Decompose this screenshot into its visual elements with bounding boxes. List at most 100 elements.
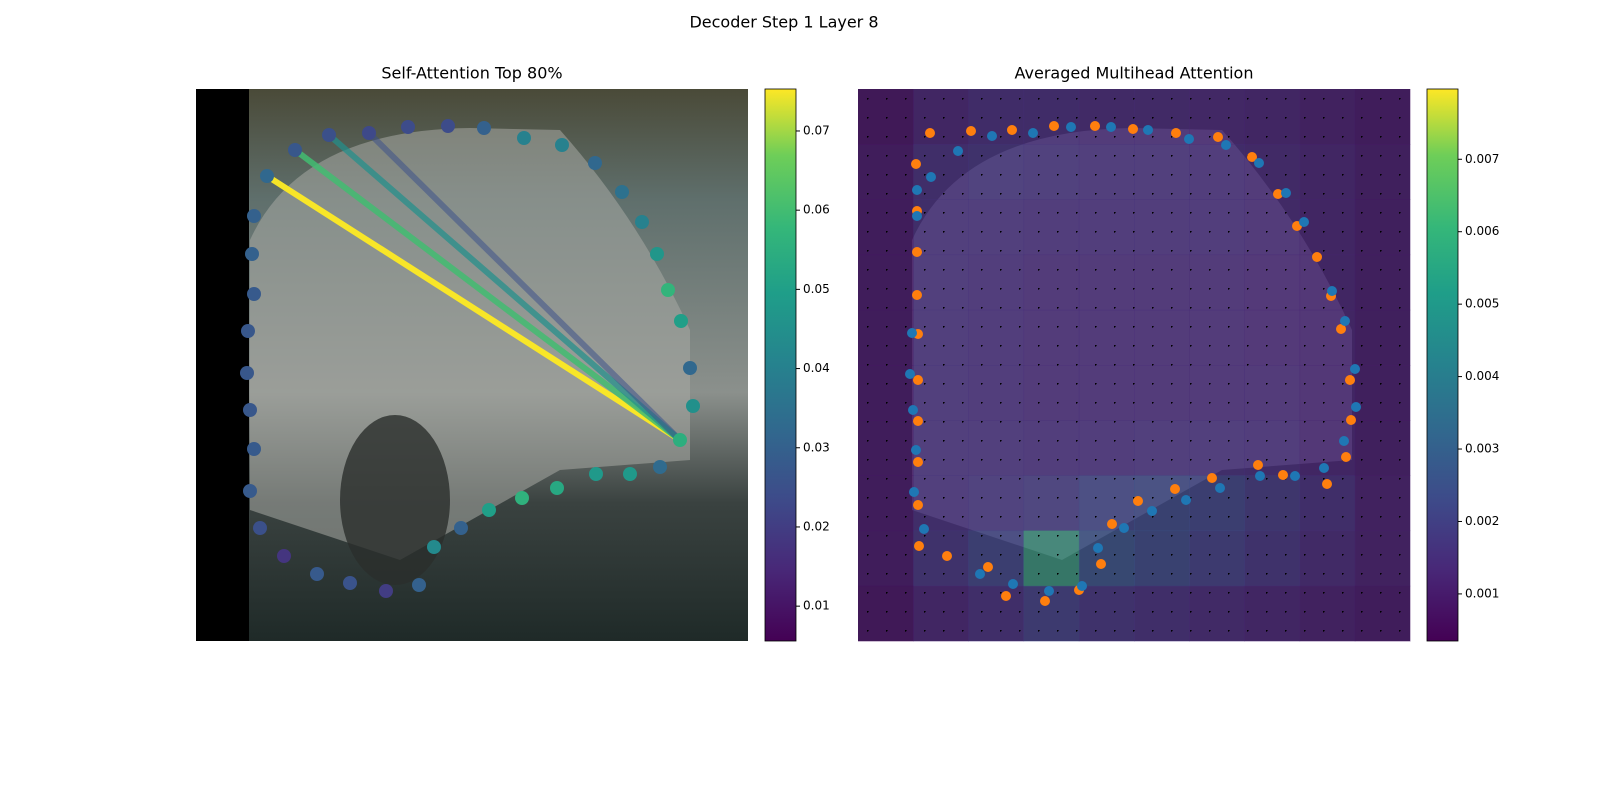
colorbar-tick-label: 0.07 bbox=[803, 123, 830, 137]
reference-point bbox=[966, 126, 976, 136]
reference-point bbox=[975, 569, 985, 579]
reference-point bbox=[1341, 452, 1351, 462]
reference-point bbox=[1171, 128, 1181, 138]
colorbar-tick-label: 0.01 bbox=[803, 599, 830, 613]
reference-point bbox=[1350, 364, 1360, 374]
query-point bbox=[322, 128, 336, 142]
query-point bbox=[412, 578, 426, 592]
reference-point bbox=[907, 328, 917, 338]
reference-point bbox=[1255, 471, 1265, 481]
query-point bbox=[441, 119, 455, 133]
reference-point bbox=[919, 524, 929, 534]
query-point bbox=[260, 169, 274, 183]
reference-point bbox=[1340, 316, 1350, 326]
colorbar-tick-label: 0.005 bbox=[1465, 297, 1499, 311]
panel-title: Self-Attention Top 80% bbox=[381, 64, 562, 83]
reference-point bbox=[1346, 415, 1356, 425]
query-point bbox=[379, 584, 393, 598]
reference-point bbox=[1339, 436, 1349, 446]
reference-point bbox=[1133, 496, 1143, 506]
reference-point bbox=[1322, 479, 1332, 489]
reference-point bbox=[1093, 543, 1103, 553]
reference-point bbox=[1312, 252, 1322, 262]
colorbar-tick-label: 0.03 bbox=[803, 440, 830, 454]
query-point bbox=[245, 247, 259, 261]
reference-point bbox=[913, 500, 923, 510]
reference-point bbox=[1106, 122, 1116, 132]
query-point bbox=[555, 138, 569, 152]
reference-point bbox=[1044, 586, 1054, 596]
query-point bbox=[482, 503, 496, 517]
query-point bbox=[515, 491, 529, 505]
reference-point bbox=[1207, 473, 1217, 483]
colorbar-tick-label: 0.05 bbox=[803, 282, 830, 296]
colorbar-tick-label: 0.06 bbox=[803, 203, 830, 217]
reference-point bbox=[911, 159, 921, 169]
query-point bbox=[247, 442, 261, 456]
reference-point bbox=[1028, 128, 1038, 138]
attention-link bbox=[293, 147, 682, 443]
query-point bbox=[661, 283, 675, 297]
reference-point bbox=[1273, 189, 1283, 199]
query-point bbox=[343, 576, 357, 590]
query-point bbox=[623, 467, 637, 481]
reference-point bbox=[1221, 140, 1231, 150]
reference-point bbox=[912, 185, 922, 195]
reference-point bbox=[1007, 125, 1017, 135]
reference-point bbox=[1253, 460, 1263, 470]
reference-point bbox=[1213, 132, 1223, 142]
reference-point bbox=[1040, 596, 1050, 606]
colorbar-tick-label: 0.003 bbox=[1465, 442, 1499, 456]
reference-point bbox=[913, 375, 923, 385]
reference-point bbox=[1049, 121, 1059, 131]
colorbar bbox=[1426, 88, 1459, 642]
attention-link bbox=[327, 132, 682, 443]
colorbar-tick-label: 0.02 bbox=[803, 519, 830, 533]
reference-point bbox=[912, 290, 922, 300]
query-point bbox=[517, 131, 531, 145]
reference-point bbox=[1107, 519, 1117, 529]
reference-point bbox=[1008, 579, 1018, 589]
reference-point bbox=[1090, 121, 1100, 131]
reference-point bbox=[905, 369, 915, 379]
query-point bbox=[650, 247, 664, 261]
reference-point bbox=[1281, 188, 1291, 198]
reference-point bbox=[987, 131, 997, 141]
attention-link bbox=[265, 173, 682, 443]
reference-point bbox=[912, 211, 922, 221]
query-point bbox=[635, 215, 649, 229]
reference-point bbox=[1170, 484, 1180, 494]
reference-point bbox=[1345, 375, 1355, 385]
query-point bbox=[477, 121, 491, 135]
query-point bbox=[615, 185, 629, 199]
reference-point bbox=[912, 247, 922, 257]
reference-point bbox=[1254, 158, 1264, 168]
query-point bbox=[674, 314, 688, 328]
query-point bbox=[241, 324, 255, 338]
reference-point bbox=[1278, 470, 1288, 480]
colorbar-tick-label: 0.006 bbox=[1465, 224, 1499, 238]
reference-point bbox=[953, 146, 963, 156]
colorbar-tick-label: 0.007 bbox=[1465, 152, 1499, 166]
reference-point bbox=[1096, 559, 1106, 569]
query-point bbox=[243, 403, 257, 417]
query-point bbox=[310, 567, 324, 581]
reference-point bbox=[1327, 286, 1337, 296]
reference-point bbox=[1119, 523, 1129, 533]
reference-point bbox=[1299, 217, 1309, 227]
reference-point bbox=[1184, 134, 1194, 144]
reference-point bbox=[1147, 506, 1157, 516]
reference-point bbox=[1143, 125, 1153, 135]
panel-title: Averaged Multihead Attention bbox=[1015, 64, 1254, 83]
query-point bbox=[550, 481, 564, 495]
colorbar-tick-label: 0.001 bbox=[1465, 586, 1499, 600]
reference-point bbox=[925, 128, 935, 138]
query-point bbox=[588, 156, 602, 170]
colorbar-tick-label: 0.004 bbox=[1465, 369, 1499, 383]
query-point bbox=[240, 366, 254, 380]
query-point bbox=[401, 120, 415, 134]
query-point bbox=[247, 287, 261, 301]
reference-point bbox=[911, 445, 921, 455]
